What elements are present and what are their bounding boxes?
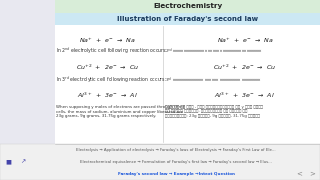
- Bar: [55, 0, 320, 144]
- Text: Illustration of Faraday's second law: Illustration of Faraday's second law: [117, 16, 258, 22]
- Text: <: <: [296, 170, 302, 177]
- Text: In 2$^{nd}$ electrolytic cell following reaction occurs:: In 2$^{nd}$ electrolytic cell following …: [56, 46, 168, 57]
- Text: >: >: [309, 170, 315, 177]
- Text: 3$^{rd}$ इलेक्ठ्रोलाइटिक सेल में निम्नलिखित अभिक्रिया: 3$^{rd}$ इलेक्ठ्रोलाइटिक सेल में निम्नलि…: [165, 75, 262, 85]
- Text: Cu$^{+2}$  +  2e$^{-}$  →  Cu: Cu$^{+2}$ + 2e$^{-}$ → Cu: [213, 63, 276, 72]
- Bar: [55, 0, 320, 13]
- Bar: [0, 144, 320, 180]
- Text: When supposing y moles of electrons are passed through three
cells, the mass of : When supposing y moles of electrons are …: [56, 105, 185, 118]
- Text: In 3$^{rd}$ electrolytic cell following reaction occurs:: In 3$^{rd}$ electrolytic cell following …: [56, 75, 167, 85]
- Text: 2$^{nd}$ इलेक्ठ्रोलाइटिक सेल में निम्नलिखित अभिक्रिया: 2$^{nd}$ इलेक्ठ्रोलाइटिक सेल में निम्नलि…: [165, 47, 262, 56]
- Text: ■: ■: [5, 159, 11, 165]
- Text: Na$^{+}$  +  e$^{-}$  →  Na: Na$^{+}$ + e$^{-}$ → Na: [79, 36, 135, 45]
- Text: Al$^{3+}$  +  3e$^{-}$  →  Al: Al$^{3+}$ + 3e$^{-}$ → Al: [214, 91, 275, 100]
- Text: ↗: ↗: [20, 159, 25, 165]
- Text: Electrolysis → Application of electrolysis → Faraday's laws of Electrolysis → Fa: Electrolysis → Application of electrolys…: [76, 148, 276, 152]
- Text: Electrochemistry: Electrochemistry: [153, 3, 222, 10]
- Bar: [55, 13, 320, 25]
- Text: Electrochemical equivalence → Formulation of Faraday's first law → Faraday's sec: Electrochemical equivalence → Formulatio…: [80, 160, 272, 164]
- Text: Na$^{+}$  +  e$^{-}$  →  Na: Na$^{+}$ + e$^{-}$ → Na: [217, 36, 273, 45]
- Text: उदाहरण के लिए , यदि इलेक्ठ्रोनों के y मोल होते
तो मुक्त सोडियम, एलुमीनियम और तां: उदाहरण के लिए , यदि इलेक्ठ्रोनों के y मो…: [165, 105, 263, 118]
- Text: Cu$^{+2}$  +  2e$^{-}$  →  Cu: Cu$^{+2}$ + 2e$^{-}$ → Cu: [76, 63, 139, 72]
- Bar: [0, 0, 55, 180]
- Text: Al$^{3+}$  +  3e$^{-}$  →  Al: Al$^{3+}$ + 3e$^{-}$ → Al: [77, 91, 138, 100]
- Text: Faraday's second law → Example →Intext Question: Faraday's second law → Example →Intext Q…: [117, 172, 235, 176]
